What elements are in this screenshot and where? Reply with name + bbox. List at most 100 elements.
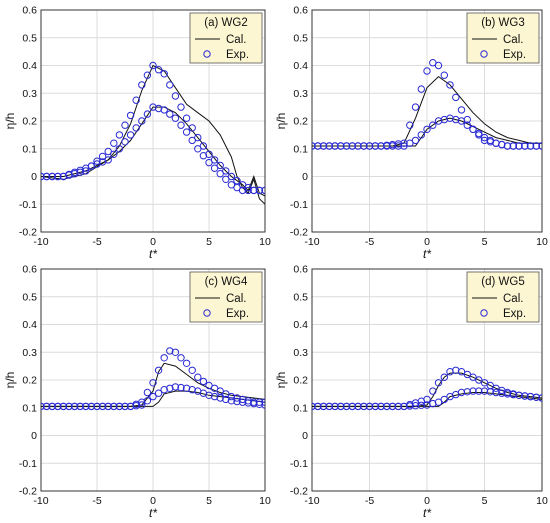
exp-data-point	[475, 129, 483, 138]
exp-data-point	[400, 142, 408, 150]
exp-data-point	[434, 398, 443, 406]
x-tick-label: 5	[482, 236, 488, 248]
exp-data-point	[149, 61, 157, 70]
panel-label: (a) WG2	[204, 17, 247, 29]
exp-data-point	[429, 387, 437, 395]
exp-data-point	[509, 142, 517, 150]
exp-data-point	[222, 395, 230, 404]
exp-data-point	[154, 66, 163, 74]
exp-data-point	[233, 397, 241, 406]
exp-data-point	[469, 125, 477, 134]
exp-data-point	[143, 388, 152, 397]
x-axis-label: t*	[149, 506, 157, 520]
exp-data-point	[360, 142, 368, 150]
legend-cal-label: Cal.	[503, 293, 523, 305]
exp-data-point	[76, 402, 84, 411]
exp-data-point	[440, 71, 448, 79]
y-tick-label: -0.1	[19, 458, 37, 470]
x-tick-label: 0	[424, 236, 430, 248]
exp-data-point	[41, 172, 45, 181]
exp-data-point	[82, 167, 90, 175]
x-tick-label: 0	[150, 495, 156, 507]
exp-data-point	[171, 383, 180, 391]
x-tick-label: 5	[206, 236, 212, 248]
exp-data-point	[126, 111, 135, 120]
exp-data-point	[154, 366, 163, 374]
exp-data-point	[314, 142, 322, 150]
exp-data-point	[149, 379, 157, 387]
exp-data-point	[182, 359, 191, 367]
exp-data-point	[250, 399, 258, 408]
exp-data-point	[160, 354, 168, 362]
exp-data-point	[233, 177, 241, 185]
exp-data-point	[354, 142, 362, 150]
exp-data-point	[325, 142, 333, 150]
y-tick-label: 0	[31, 430, 37, 442]
exp-data-point	[188, 124, 196, 132]
plot-area	[312, 59, 542, 150]
exp-data-point	[492, 388, 500, 397]
exp-data-point	[132, 124, 140, 132]
exp-data-point	[394, 142, 402, 150]
exp-data-point	[126, 131, 135, 139]
y-tick-label: 0.2	[22, 116, 37, 128]
exp-data-point	[411, 136, 420, 145]
exp-data-point	[205, 391, 213, 399]
exp-data-point	[394, 402, 402, 411]
x-tick-label: 0	[150, 236, 156, 248]
exp-data-point	[188, 366, 196, 374]
exp-data-point	[216, 394, 224, 402]
exp-data-point	[110, 139, 118, 147]
plot-frame	[40, 268, 266, 492]
exp-data-point	[76, 168, 84, 177]
exp-data-point	[171, 348, 180, 356]
exp-data-point	[331, 402, 339, 411]
exp-data-point	[417, 401, 425, 409]
x-tick-label: -10	[33, 495, 48, 507]
x-tick-label: -5	[92, 495, 101, 507]
exp-data-point	[417, 131, 425, 139]
exp-data-point	[521, 392, 529, 400]
exp-data-point	[166, 81, 174, 89]
exp-data-point	[154, 389, 163, 397]
panel-label: (c) WG4	[205, 276, 248, 288]
y-tick-label: 0.1	[22, 402, 37, 414]
y-tick-label: 0.4	[22, 60, 37, 72]
exp-data-point	[121, 138, 129, 146]
exp-data-point	[388, 402, 397, 411]
exp-data-point	[538, 142, 542, 150]
exp-data-point	[406, 121, 414, 129]
exp-data-point	[166, 384, 174, 392]
exp-data-point	[205, 150, 213, 159]
exp-data-point	[210, 164, 219, 172]
exp-data-point	[121, 121, 129, 129]
exp-data-point	[360, 402, 368, 411]
y-tick-label: 0.3	[293, 347, 308, 359]
y-tick-label: 0.2	[22, 375, 37, 387]
exp-data-point	[319, 402, 328, 411]
exp-data-point	[400, 402, 408, 411]
exp-data-point	[188, 136, 196, 145]
exp-data-point	[509, 390, 517, 399]
exp-data-point	[48, 172, 56, 181]
exp-data-point	[126, 402, 135, 411]
x-tick-label: 5	[482, 495, 488, 507]
chart-panel-3: -10 -5 0 5 10 -0.2 -0.1 0 0.1 0.2 0.3 0.4 0.5 0.6 t* η/…	[3, 264, 271, 521]
exp-data-point	[480, 133, 489, 142]
exp-data-point	[160, 386, 168, 394]
exp-data-point	[457, 388, 466, 397]
exp-data-point	[417, 85, 425, 93]
legend-exp-swatch	[203, 309, 211, 317]
exp-data-point	[121, 402, 129, 411]
exp-data-point	[98, 402, 107, 411]
exp-data-point	[400, 139, 408, 147]
legend-exp-swatch	[203, 50, 211, 58]
x-tick-label: -5	[92, 236, 101, 248]
exp-data-point	[250, 186, 258, 195]
exp-data-point	[480, 379, 489, 387]
y-tick-label: -0.2	[19, 486, 37, 498]
exp-data-point	[480, 387, 489, 395]
exp-data-point	[143, 110, 152, 118]
legend-cal-label: Cal.	[503, 34, 523, 46]
exp-data-point	[371, 142, 379, 150]
